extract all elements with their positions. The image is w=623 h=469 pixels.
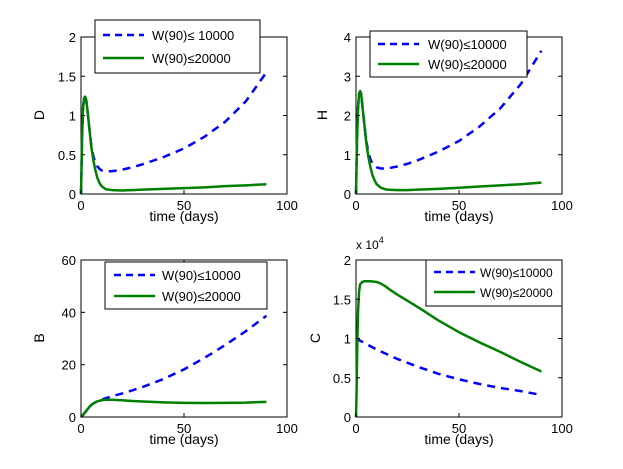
y-tick-label: 1.5 <box>58 69 76 84</box>
panel-c: 0 50 100 0 0.5 1 1.5 2 time (days) C x 104 W(90… <box>307 235 573 447</box>
y-tick-label: 1 <box>344 148 351 163</box>
legend-label: W(90)≤ 10000 <box>152 28 234 43</box>
y-scale-exponent: 4 <box>379 235 384 245</box>
y-tick-label: 2 <box>344 109 351 124</box>
y-tick-label: 0.5 <box>58 148 76 163</box>
x-axis-label: time (days) <box>424 431 493 447</box>
panel-b: 0 50 100 0 20 40 60 time (days) B W(90)≤10000 … <box>31 253 298 447</box>
series-line-green-solid <box>80 398 267 418</box>
ticks-layer: 0 50 100 0 0.5 1 1.5 2 <box>333 253 573 436</box>
series-layer <box>80 314 268 418</box>
x-axis-label: time (days) <box>149 208 218 224</box>
y-tick-label: 4 <box>344 30 351 45</box>
y-tick-label: 0 <box>344 410 351 425</box>
series-line-green-solid <box>354 279 542 418</box>
ticks-layer: 0 50 100 0 0.5 1 1.5 2 <box>58 30 298 213</box>
legend: W(90)≤10000 W(90)≤20000 <box>104 261 268 310</box>
x-tick-label: 50 <box>177 198 191 213</box>
legend-label: W(90)≤20000 <box>152 51 231 66</box>
x-axis-label: time (days) <box>424 208 493 224</box>
x-tick-label: 0 <box>77 421 84 436</box>
legend-label: W(90)≤20000 <box>428 57 507 72</box>
x-tick-label: 50 <box>452 198 466 213</box>
legend: W(90)≤10000 W(90)≤20000 <box>369 30 528 78</box>
series-line-blue-dashed <box>79 71 268 195</box>
y-tick-label: 0 <box>69 187 76 202</box>
series-layer <box>354 50 543 195</box>
x-axis-label: time (days) <box>149 431 218 447</box>
legend-label: W(90)≤10000 <box>428 37 507 52</box>
series-line-green-solid <box>79 95 267 195</box>
y-axis-label: H <box>314 110 330 120</box>
x-tick-label: 100 <box>551 198 573 213</box>
y-tick-label: 0.5 <box>333 371 351 386</box>
y-tick-label: 0 <box>69 410 76 425</box>
x-tick-label: 100 <box>276 421 298 436</box>
y-tick-label: 3 <box>344 69 351 84</box>
legend-label: W(90)≤20000 <box>162 289 241 304</box>
y-tick-label: 60 <box>62 253 76 268</box>
legend-label: W(90)≤20000 <box>480 286 553 300</box>
x-tick-label: 100 <box>551 421 573 436</box>
series-line-blue-dashed <box>355 337 542 397</box>
y-tick-label: 20 <box>62 358 76 373</box>
legend-label: W(90)≤10000 <box>480 266 553 280</box>
x-tick-label: 50 <box>452 421 466 436</box>
y-tick-label: 1.5 <box>333 292 351 307</box>
y-tick-label: 0 <box>344 187 351 202</box>
ticks-layer: 0 50 100 0 1 2 3 4 <box>344 30 573 213</box>
y-tick-label: 2 <box>344 253 351 268</box>
panel-d: 0 50 100 0 0.5 1 1.5 2 time (days) D W(90)≤ 100… <box>31 19 298 224</box>
x-tick-label: 0 <box>352 198 359 213</box>
y-scale-base: x 10 <box>356 238 379 252</box>
y-axis-label: B <box>31 333 47 342</box>
series-line-blue-dashed <box>80 314 268 418</box>
series-layer <box>79 71 268 195</box>
x-tick-label: 100 <box>276 198 298 213</box>
x-tick-label: 50 <box>177 421 191 436</box>
x-tick-label: 0 <box>77 198 84 213</box>
panel-h: 0 50 100 0 1 2 3 4 time (days) H W(90)≤10000 W(… <box>314 30 573 224</box>
legend: W(90)≤10000 W(90)≤20000 <box>425 259 563 307</box>
ticks-layer: 0 50 100 0 20 40 60 <box>62 253 298 436</box>
y-tick-label: 2 <box>69 30 76 45</box>
legend-label: W(90)≤10000 <box>162 268 241 283</box>
series-line-green-solid <box>354 89 542 195</box>
y-tick-label: 1 <box>69 109 76 124</box>
x-tick-label: 0 <box>352 421 359 436</box>
legend: W(90)≤ 10000 W(90)≤20000 <box>94 19 261 74</box>
series-layer <box>354 279 542 418</box>
y-scale-factor: x 104 <box>356 235 384 252</box>
y-axis-label: C <box>307 333 323 343</box>
y-tick-label: 1 <box>344 332 351 347</box>
y-tick-label: 40 <box>62 305 76 320</box>
y-axis-label: D <box>31 110 47 120</box>
